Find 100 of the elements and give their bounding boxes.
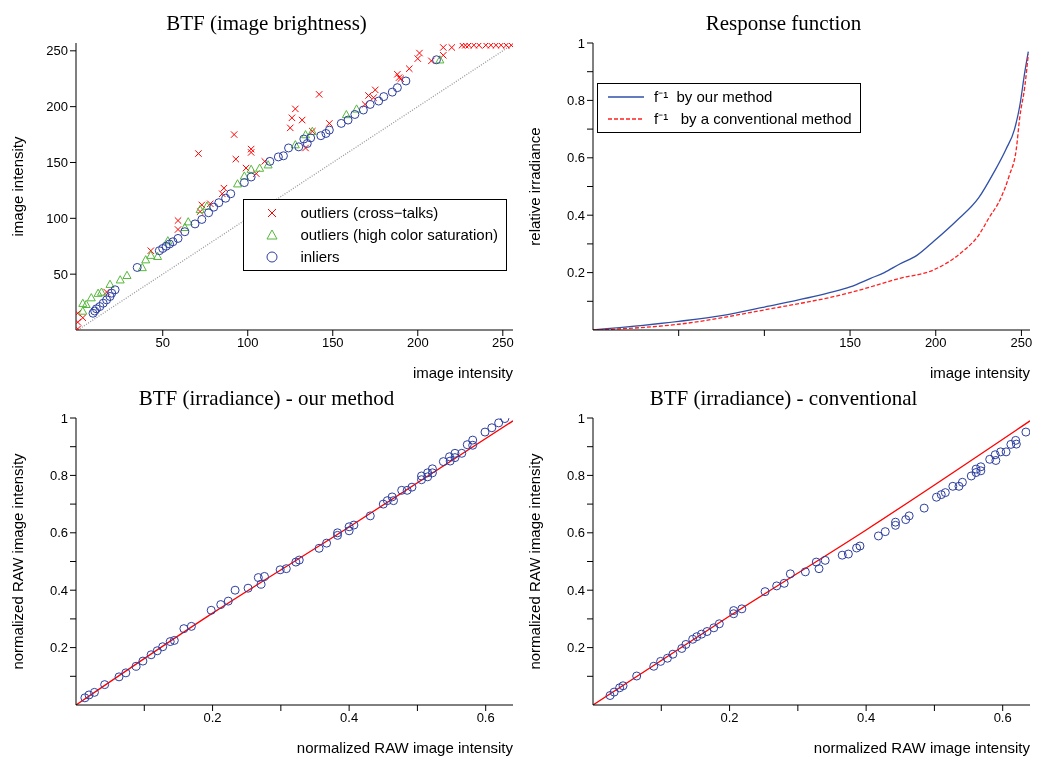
point [971, 468, 981, 478]
y-tick-label: 0.4 [566, 582, 585, 598]
point [232, 155, 240, 163]
point [98, 298, 108, 308]
point [365, 99, 375, 109]
point [183, 217, 193, 226]
point [681, 639, 691, 649]
point [976, 466, 986, 476]
point [315, 90, 323, 99]
y-tick-label: 150 [46, 155, 68, 171]
point [609, 687, 619, 697]
point [931, 492, 941, 502]
x-tick-label: 150 [321, 335, 344, 351]
point [180, 227, 190, 237]
legend-label: outliers (high color saturation) [300, 225, 498, 245]
point [115, 275, 125, 284]
x-tick-label: 0.6 [476, 710, 495, 726]
point [985, 454, 995, 464]
point [230, 130, 238, 139]
legend-label: f⁻¹ by our method [654, 87, 773, 107]
point [247, 148, 255, 157]
point [265, 156, 275, 166]
y-tick-label: 0.6 [49, 525, 68, 541]
y-tick-label: 0.8 [566, 93, 585, 109]
point [78, 298, 88, 307]
point [1021, 427, 1030, 437]
y-axis-title: image intensity [9, 135, 27, 237]
point [957, 477, 967, 487]
point [371, 86, 379, 94]
legend-label: inliers [300, 247, 340, 267]
point [966, 471, 976, 481]
x-tick-label: 200 [924, 335, 947, 351]
y-axis-title: normalized RAW image intensity [9, 452, 27, 670]
point [247, 145, 255, 153]
point [940, 488, 950, 498]
point [137, 262, 147, 272]
point [954, 481, 964, 491]
point [220, 184, 228, 192]
point [843, 549, 853, 559]
point [246, 164, 256, 173]
chart-title: BTF (irradiance) - our method [138, 386, 395, 410]
point [202, 201, 212, 210]
point [153, 251, 163, 260]
point [102, 295, 112, 305]
point [811, 557, 821, 567]
x-tick-label: 50 [155, 335, 170, 351]
point [692, 632, 702, 642]
y-tick-label: 1 [60, 410, 68, 426]
y-tick-label: 0.2 [49, 640, 68, 656]
point [880, 527, 890, 537]
x-tick-label: 150 [839, 335, 861, 351]
point [919, 503, 929, 513]
point [649, 661, 659, 671]
point [1011, 439, 1021, 449]
point [306, 133, 316, 143]
point [252, 169, 260, 178]
point [336, 118, 346, 128]
point [1001, 447, 1011, 457]
point [990, 450, 1000, 460]
point [352, 104, 362, 113]
point [341, 109, 351, 119]
point [233, 179, 243, 188]
point [316, 131, 326, 141]
point [837, 550, 847, 560]
point [261, 157, 269, 166]
legend-label: outliers (cross−talks) [300, 203, 439, 223]
point [772, 581, 782, 591]
point [414, 54, 422, 63]
point [668, 649, 678, 659]
point [273, 152, 283, 162]
point [948, 481, 958, 491]
y-tick-label: 50 [53, 266, 68, 282]
point [971, 464, 981, 474]
point [976, 462, 986, 472]
x-tick-label: 250 [1010, 335, 1033, 351]
point [286, 124, 294, 132]
point [901, 515, 911, 525]
x-axis-title: image intensity [412, 364, 514, 381]
point [714, 619, 724, 629]
y-tick-label: 0.4 [49, 582, 68, 598]
x-axis-title: normalized RAW image intensity [296, 739, 514, 756]
y-tick-label: 0.8 [49, 468, 68, 484]
point [278, 151, 288, 161]
point [76, 325, 82, 330]
point [361, 100, 369, 109]
point [194, 149, 203, 158]
point [299, 134, 309, 144]
point [936, 490, 946, 500]
point [302, 139, 312, 148]
point [991, 455, 1001, 465]
point [173, 233, 183, 243]
y-tick-label: 0.2 [566, 640, 585, 656]
point [163, 236, 173, 245]
point [820, 555, 830, 565]
point [291, 105, 300, 113]
y-axis-title: relative irradiance [526, 127, 544, 246]
point [174, 216, 182, 225]
y-tick-label: 0.8 [566, 468, 585, 484]
point [1011, 435, 1021, 445]
point [785, 569, 795, 579]
